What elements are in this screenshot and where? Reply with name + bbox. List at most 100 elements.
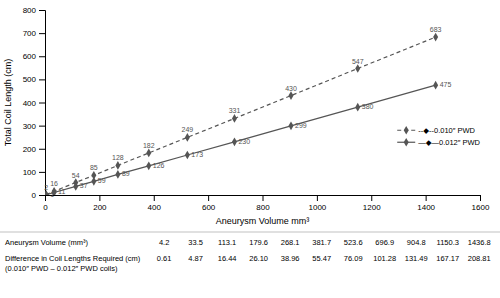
y-tick-mark: [39, 79, 45, 80]
y-tick: 500: [23, 75, 45, 84]
table-cell: 16.44: [218, 254, 237, 263]
table-row-label: (0.010″ PWD – 0.012″ PWD coils): [5, 264, 118, 273]
data-label: 54: [72, 172, 80, 179]
table-cell: 0.61: [157, 254, 172, 263]
series-line: [46, 37, 435, 194]
x-tick-mark: [263, 195, 264, 201]
table-separator: [0, 232, 500, 233]
legend-marker: [404, 138, 409, 147]
x-axis-title: Aneurysm Volume mm³: [216, 216, 310, 226]
data-label: 59: [98, 177, 106, 184]
series-point: [45, 190, 49, 195]
x-axis: 0 200 400 600 800 1000 1200 1400 1600: [43, 195, 490, 212]
data-label: 173: [191, 151, 203, 158]
y-tick-label: 700: [23, 29, 37, 38]
series-point: [146, 161, 151, 170]
y-tick-label: 0: [32, 191, 37, 200]
legend-label: —◆—0.012″ PWD: [418, 138, 480, 147]
y-tick-mark: [39, 126, 45, 127]
x-tick: 400: [148, 195, 162, 212]
data-label: 16: [50, 180, 58, 187]
x-tick-label: 600: [202, 203, 216, 212]
y-axis: 0100200300400500600700800: [23, 6, 46, 200]
y-tick-mark: [39, 172, 45, 173]
series-point: [288, 121, 293, 130]
series-point: [185, 151, 190, 160]
x-tick: 1400: [417, 195, 435, 212]
x-tick: 800: [256, 195, 270, 212]
data-label: 11: [58, 188, 65, 195]
table-cell: 38.96: [281, 254, 300, 263]
table-cell: 131.49: [405, 254, 428, 263]
table-cell: 33.5: [188, 238, 203, 247]
x-tick-label: 1400: [417, 203, 435, 212]
y-tick: 600: [23, 52, 45, 61]
series-point: [73, 182, 78, 191]
series-point: [232, 137, 237, 146]
legend-marker: [404, 126, 409, 135]
table-cell: 523.6: [344, 238, 363, 247]
series-point: [433, 81, 438, 90]
series-point: [185, 133, 190, 142]
x-tick: 1600: [472, 195, 490, 212]
series-point: [433, 33, 438, 42]
legend-item: —◆—0.012″ PWD: [397, 138, 480, 147]
table-cell: 1436.8: [468, 238, 491, 247]
x-tick: 0: [43, 195, 48, 212]
x-tick-label: 1600: [472, 203, 490, 212]
data-label: 126: [153, 162, 165, 169]
x-tick: 1200: [363, 195, 381, 212]
x-tick-label: 400: [148, 203, 162, 212]
series-line: [46, 85, 435, 195]
data-labels: 2165485128182249331430547683111375989126…: [44, 26, 451, 198]
data-label: 182: [143, 142, 155, 149]
plot-area: [45, 33, 438, 195]
series-point: [355, 103, 360, 112]
table-cell: 179.6: [249, 238, 268, 247]
x-tick-mark: [426, 195, 427, 201]
table-cell: 1150.3: [437, 238, 459, 247]
data-label: 37: [80, 182, 88, 189]
x-tick-label: 200: [93, 203, 107, 212]
data-label: 299: [295, 122, 307, 129]
table-cell: 381.7: [312, 238, 331, 247]
table-cell: 26.10: [249, 254, 268, 263]
data-label: 1: [50, 191, 54, 198]
table-row-label: Aneurysm Volume (mm³): [5, 238, 88, 247]
series-point: [91, 177, 96, 186]
y-tick-label: 500: [23, 75, 37, 84]
y-tick-label: 200: [23, 145, 37, 154]
table-cell: 101.28: [373, 254, 396, 263]
x-tick: 600: [202, 195, 216, 212]
y-tick: 400: [23, 99, 45, 108]
y-tick: 0: [32, 191, 45, 200]
table-cell: 167.17: [436, 254, 459, 263]
x-tick-mark: [317, 195, 318, 201]
x-tick-label: 800: [256, 203, 270, 212]
data-label: 128: [112, 154, 124, 161]
table: Aneurysm Volume (mm³) Difference in Coil …: [0, 232, 500, 273]
y-tick-label: 100: [23, 168, 37, 177]
x-axis-line: [46, 196, 481, 202]
data-label: 230: [238, 138, 250, 145]
y-axis-title: Total Coil Length (cm): [3, 59, 13, 147]
x-tick-label: 0: [43, 203, 48, 212]
y-tick-mark: [39, 33, 45, 34]
table-cell: 268.1: [281, 238, 300, 247]
table-cell: 4.87: [188, 254, 203, 263]
data-label: 430: [285, 85, 297, 92]
table-row-label: Difference in Coil Lengths Required (cm): [5, 254, 141, 263]
series-point: [288, 91, 293, 100]
chart: 0200400600800100012001400160001002003004…: [0, 0, 500, 298]
series-point: [45, 190, 49, 195]
table-cell: 55.47: [312, 254, 331, 263]
x-tick-label: 1000: [308, 203, 326, 212]
x-tick-mark: [99, 195, 100, 201]
y-tick-label: 300: [23, 122, 37, 131]
table-cell: 113.1: [218, 238, 236, 247]
x-tick-mark: [208, 195, 209, 201]
x-tick: 1000: [308, 195, 326, 212]
series-point: [115, 170, 120, 179]
data-label: 475: [440, 81, 452, 88]
y-tick: 700: [23, 29, 45, 38]
